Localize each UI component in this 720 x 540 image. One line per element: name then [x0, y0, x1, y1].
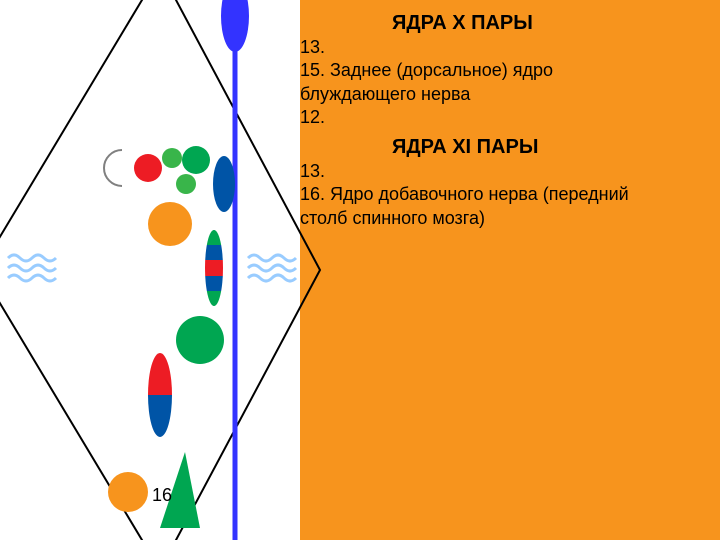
striped-capsule — [205, 230, 223, 307]
waves-left — [8, 255, 56, 281]
block-x: 13. 15. Заднее (дорсальное) ядро блуждаю… — [300, 36, 710, 130]
stage: ЯДРА X ПАРЫ 13. 15. Заднее (дорсальное) … — [0, 0, 720, 540]
green-circle-lower — [176, 316, 224, 364]
block-xi-line3: столб спинного мозга) — [300, 207, 714, 230]
block-x-line1: 13. — [300, 36, 710, 59]
crescent-icon — [104, 150, 122, 186]
center-blue-ellipse — [213, 156, 235, 212]
block-xi-line1: 13. — [300, 160, 714, 183]
orange-circle-bottom — [108, 472, 148, 512]
orange-circle-mid — [148, 202, 192, 246]
block-xi: 13. 16. Ядро добавочного нерва (передний… — [300, 160, 714, 230]
green-dot-2 — [182, 146, 210, 174]
label-16: 16 — [152, 485, 172, 506]
waves-right — [248, 255, 296, 281]
green-dot-3 — [176, 174, 196, 194]
heading-pair-x: ЯДРА X ПАРЫ — [392, 10, 533, 36]
green-dot-1 — [162, 148, 182, 168]
block-x-line3: блуждающего нерва — [300, 83, 710, 106]
red-dot-upper — [134, 154, 162, 182]
block-x-line2: 15. Заднее (дорсальное) ядро — [300, 59, 710, 82]
block-x-line4: 12. — [300, 106, 710, 129]
top-ellipse — [221, 0, 249, 52]
heading-pair-xi: ЯДРА XI ПАРЫ — [392, 134, 538, 160]
block-xi-line2: 16. Ядро добавочного нерва (передний — [300, 183, 714, 206]
lower-capsule — [148, 353, 172, 437]
